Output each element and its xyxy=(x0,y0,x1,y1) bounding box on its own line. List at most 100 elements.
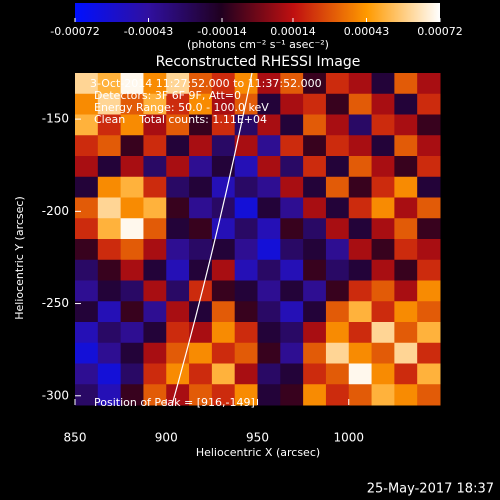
pixel xyxy=(371,176,395,198)
pixel xyxy=(303,156,327,178)
pixel xyxy=(348,218,373,240)
pixel xyxy=(189,176,213,198)
pixel xyxy=(234,363,258,385)
pixel xyxy=(166,176,190,198)
pixel xyxy=(189,280,213,302)
pixel xyxy=(417,384,441,406)
pixel xyxy=(325,342,350,364)
pixel xyxy=(257,322,281,344)
pixel xyxy=(166,156,190,178)
pixel xyxy=(394,363,418,385)
pixel xyxy=(303,259,327,281)
pixel xyxy=(143,301,167,323)
pixel xyxy=(234,197,258,219)
pixel xyxy=(120,218,144,240)
pixel xyxy=(257,93,281,115)
pixel xyxy=(189,156,213,178)
pixel xyxy=(325,384,350,406)
pixel xyxy=(257,218,281,240)
pixel xyxy=(97,218,122,240)
pixel xyxy=(143,239,167,261)
pixel xyxy=(189,239,213,261)
pixel xyxy=(394,301,418,323)
pixel xyxy=(303,73,327,95)
pixel xyxy=(120,176,144,198)
pixel xyxy=(303,280,327,302)
pixel xyxy=(120,322,144,344)
pixel xyxy=(120,93,144,115)
pixel xyxy=(97,322,122,344)
pixel xyxy=(394,322,418,344)
annotation: Clean Total counts: 1.11E+04 xyxy=(94,113,267,126)
pixel xyxy=(75,93,99,115)
pixel xyxy=(417,239,441,261)
pixel xyxy=(303,218,327,240)
pixel xyxy=(97,73,122,95)
colorbar-tick-label: -0.00043 xyxy=(124,25,173,38)
pixel xyxy=(234,280,258,302)
pixel xyxy=(166,259,190,281)
pixel xyxy=(234,384,258,406)
pixel xyxy=(166,197,190,219)
image xyxy=(75,73,441,406)
pixel xyxy=(303,342,327,364)
x-axis-label: Heliocentric X (arcsec) xyxy=(196,446,320,459)
pixel xyxy=(371,342,395,364)
colorbar-tick-label: 0.00043 xyxy=(344,25,390,38)
pixel xyxy=(280,218,304,240)
pixel xyxy=(257,197,281,219)
solar-limb xyxy=(171,72,253,406)
pixel xyxy=(371,93,395,115)
pixel xyxy=(417,218,441,240)
pixel xyxy=(75,259,99,281)
colorbar-tick-label: 0.00014 xyxy=(270,25,316,38)
pixel xyxy=(234,301,258,323)
pixel xyxy=(166,73,190,95)
pixel xyxy=(348,363,373,385)
pixel xyxy=(325,197,350,219)
pixel xyxy=(257,363,281,385)
pixel xyxy=(97,342,122,364)
colorbar xyxy=(75,3,440,22)
pixel xyxy=(348,239,373,261)
annotation: 3-Oct-2014 11:27:52.000 to 11:37:52.000 xyxy=(90,77,322,90)
pixel xyxy=(75,342,99,364)
pixel xyxy=(325,93,350,115)
pixel xyxy=(417,280,441,302)
pixel xyxy=(257,280,281,302)
pixel xyxy=(280,93,304,115)
pixel xyxy=(371,363,395,385)
pixel xyxy=(371,197,395,219)
pixel xyxy=(280,301,304,323)
pixel xyxy=(325,218,350,240)
pixel xyxy=(394,280,418,302)
pixel xyxy=(166,342,190,364)
footer-date: 25-May-2017 18:37 xyxy=(367,482,494,497)
pixel xyxy=(166,239,190,261)
pixel xyxy=(325,259,350,281)
pixel xyxy=(303,176,327,198)
pixel xyxy=(371,322,395,344)
pixel xyxy=(75,197,99,219)
pixel xyxy=(280,135,304,157)
pixel xyxy=(234,342,258,364)
pixel xyxy=(325,156,350,178)
pixel xyxy=(211,73,236,95)
pixel xyxy=(211,301,236,323)
pixel xyxy=(257,301,281,323)
pixel xyxy=(189,197,213,219)
pixel xyxy=(120,384,144,406)
pixel xyxy=(166,218,190,240)
pixel xyxy=(75,218,99,240)
pixel xyxy=(394,342,418,364)
pixel xyxy=(143,73,167,95)
pixel xyxy=(325,301,350,323)
x-tick-label: 900 xyxy=(155,431,178,445)
pixel xyxy=(189,73,213,95)
pixel xyxy=(303,322,327,344)
pixel xyxy=(189,363,213,385)
y-axis-label: Heliocentric Y (arcsec) xyxy=(13,196,26,320)
pixel xyxy=(303,197,327,219)
pixel xyxy=(325,363,350,385)
pixel xyxy=(257,259,281,281)
